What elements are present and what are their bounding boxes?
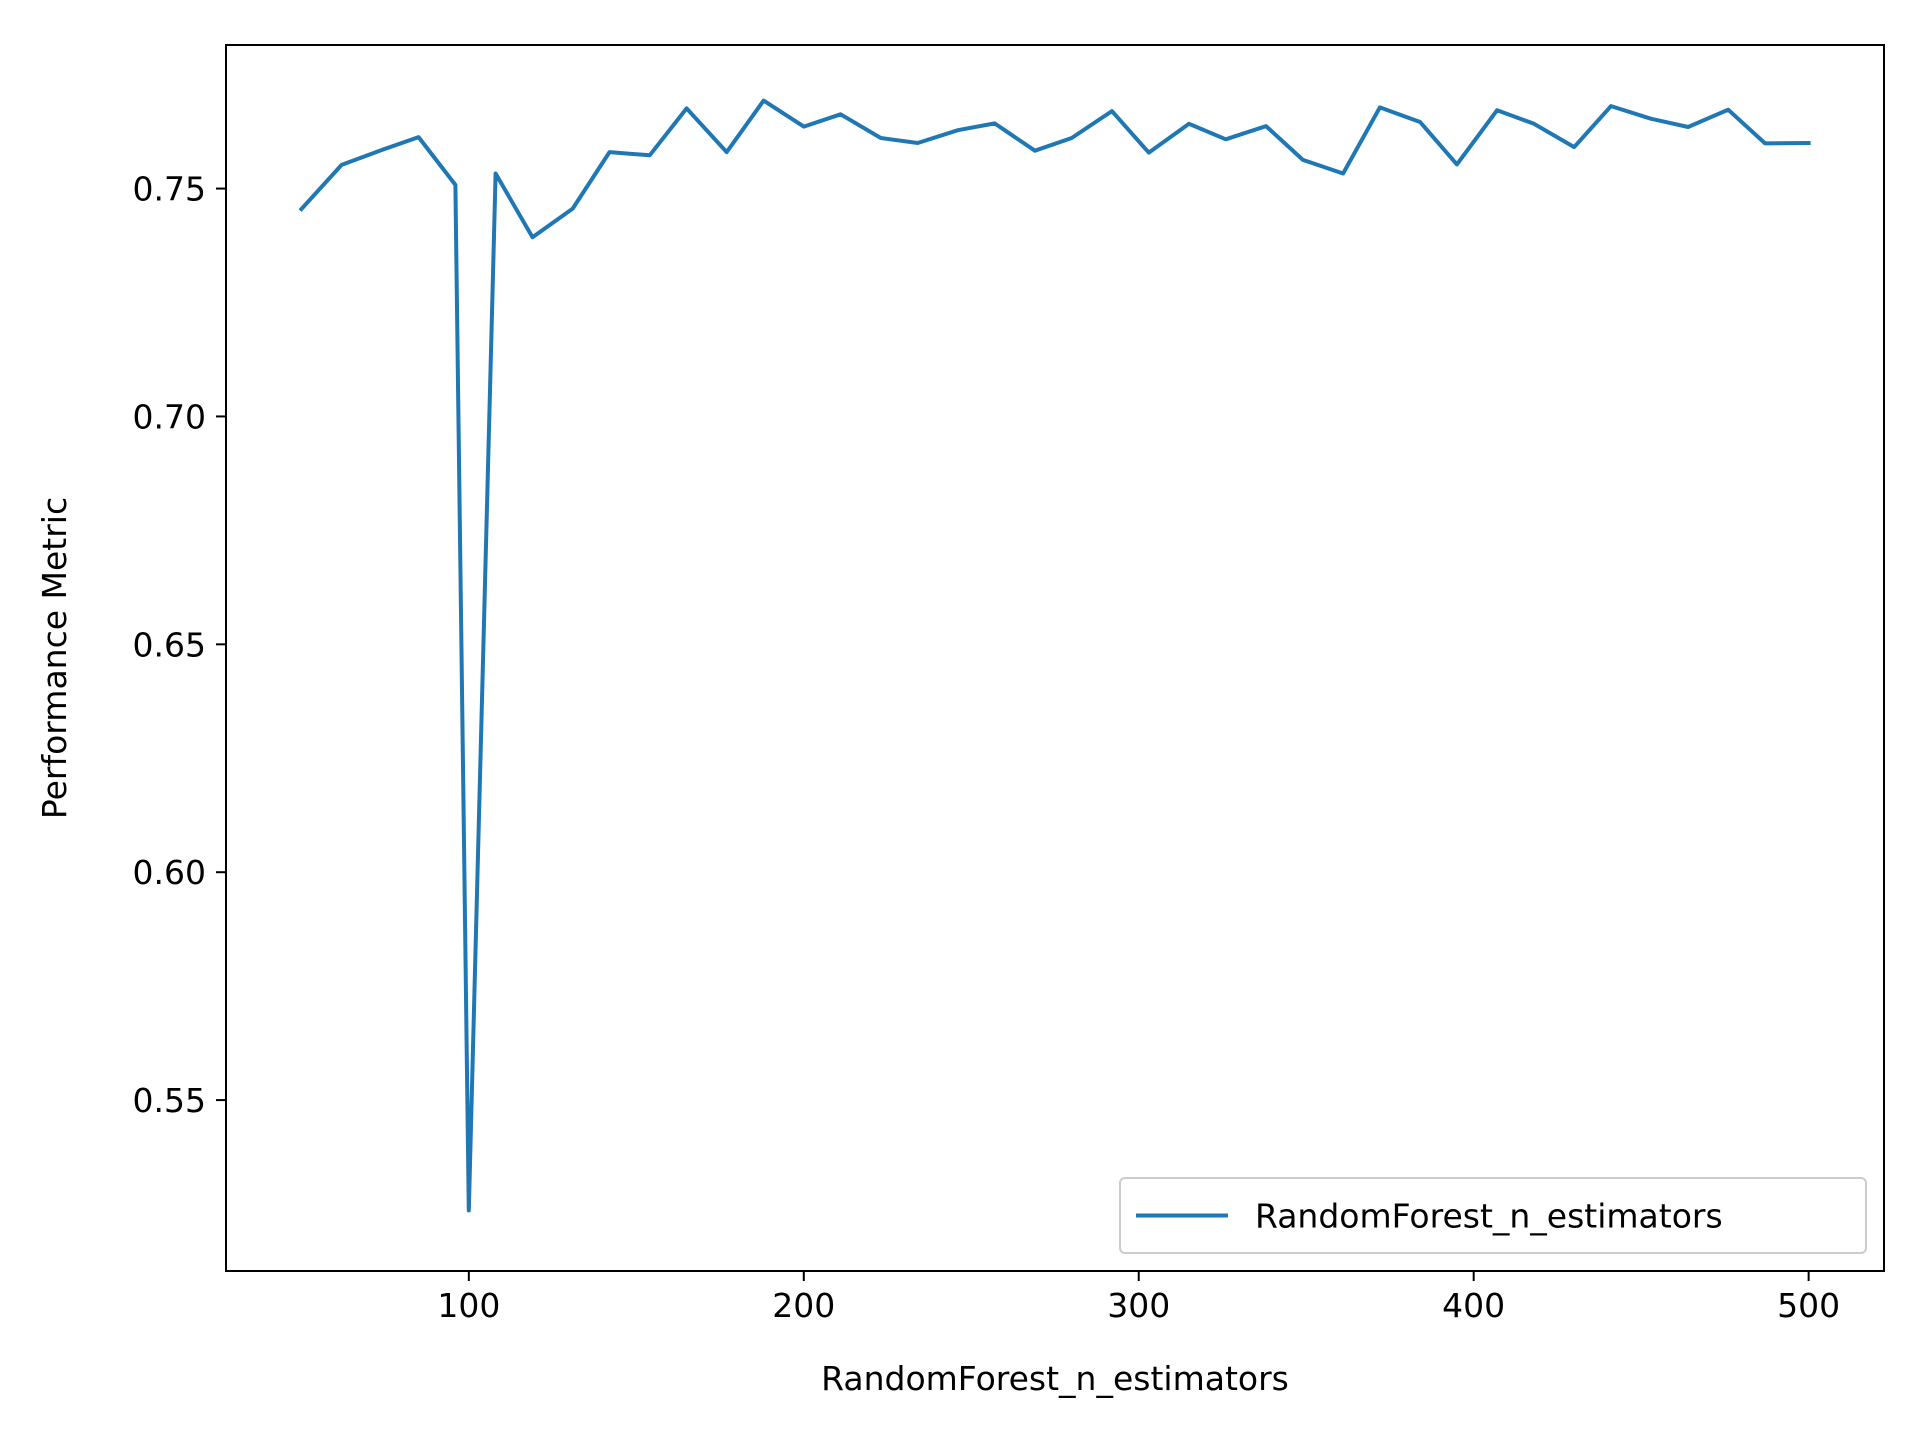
data-point — [1379, 107, 1380, 108]
data-point — [455, 184, 456, 185]
data-point — [495, 173, 496, 174]
data-point — [1497, 110, 1498, 111]
plot-frame — [225, 44, 1885, 1272]
ticks-layer: 100 200 300 400 500 0.55 0.60 0.65 0.70 0.75 — [133, 170, 1841, 1325]
data-point — [1456, 164, 1457, 165]
data-point — [1534, 123, 1535, 124]
data-point — [1034, 150, 1035, 151]
data-point — [1343, 173, 1344, 174]
data-point — [532, 237, 533, 238]
data-point — [1574, 147, 1575, 148]
data-point — [609, 152, 610, 153]
y-tick-label: 0.60 — [133, 853, 206, 892]
x-tick-label: 100 — [437, 1286, 500, 1325]
series-layer — [298, 98, 1811, 1213]
data-point — [763, 100, 764, 101]
data-point — [1688, 127, 1689, 128]
data-point — [1651, 118, 1652, 119]
y-axis-label: Performance Metric — [35, 497, 74, 819]
data-point — [957, 130, 958, 131]
legend-box — [1119, 1177, 1867, 1254]
data-point — [468, 1210, 469, 1211]
data-point — [1111, 111, 1112, 112]
data-point — [1611, 106, 1612, 107]
data-point — [1808, 143, 1809, 144]
series-line — [298, 98, 1811, 1213]
data-point — [418, 137, 419, 138]
data-point — [686, 108, 687, 109]
data-point — [726, 152, 727, 153]
legend-entry-label: RandomForest_n_estimators — [1255, 1197, 1723, 1236]
data-point — [1148, 152, 1149, 153]
data-point — [1071, 138, 1072, 139]
data-point — [301, 209, 302, 210]
data-point — [840, 114, 841, 115]
data-point — [341, 164, 342, 165]
x-tick-label: 400 — [1442, 1286, 1505, 1325]
x-tick-label: 300 — [1107, 1286, 1170, 1325]
data-point — [1266, 126, 1267, 127]
data-point — [1420, 122, 1421, 123]
data-point — [994, 123, 995, 124]
data-point — [917, 143, 918, 144]
data-point — [803, 126, 804, 127]
data-point — [649, 155, 650, 156]
y-tick-label: 0.70 — [133, 397, 206, 436]
data-point — [1302, 159, 1303, 160]
y-tick-label: 0.55 — [133, 1081, 206, 1120]
data-point — [1765, 143, 1766, 144]
data-point — [1728, 109, 1729, 110]
y-tick-label: 0.65 — [133, 625, 206, 664]
x-axis-label: RandomForest_n_estimators — [821, 1359, 1289, 1398]
y-tick-label: 0.75 — [133, 170, 206, 209]
data-point — [1189, 123, 1190, 124]
data-point — [572, 208, 573, 209]
data-point — [1225, 139, 1226, 140]
x-tick-label: 200 — [772, 1286, 835, 1325]
data-point — [378, 151, 379, 152]
legend: RandomForest_n_estimators — [1119, 1177, 1867, 1254]
x-tick-label: 500 — [1777, 1286, 1840, 1325]
data-point — [880, 138, 881, 139]
